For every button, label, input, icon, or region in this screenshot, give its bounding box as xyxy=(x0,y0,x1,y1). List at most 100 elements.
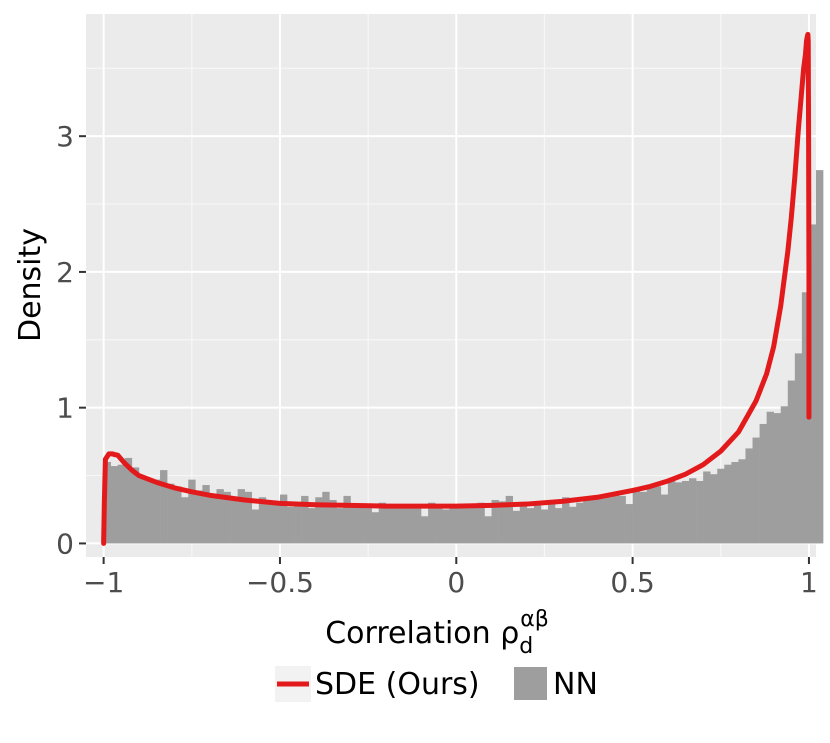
x-tick-label: 0 xyxy=(447,566,465,599)
histogram-bar xyxy=(195,490,203,544)
histogram-bar xyxy=(717,468,725,544)
histogram-bar xyxy=(174,486,182,544)
histogram-bar xyxy=(378,502,387,544)
histogram-bar xyxy=(590,495,598,544)
histogram-bar xyxy=(689,478,697,544)
histogram-bar xyxy=(555,508,563,544)
histogram-bar xyxy=(759,423,767,544)
histogram-bar xyxy=(526,508,535,544)
histogram-bar xyxy=(265,502,274,544)
y-tick-label: 2 xyxy=(56,256,74,289)
x-axis-title-main: Correlation ρ xyxy=(325,616,519,651)
histogram-bar xyxy=(237,489,245,544)
histogram-bar xyxy=(569,506,577,544)
histogram-bar xyxy=(491,499,499,544)
histogram-bar xyxy=(456,506,464,544)
histogram-bar xyxy=(738,459,746,544)
histogram-bar xyxy=(562,497,570,544)
histogram-bar xyxy=(336,508,344,544)
x-axis-title-subscript: d xyxy=(519,634,533,659)
histogram-bar xyxy=(576,502,584,544)
plot-panel xyxy=(86,14,816,557)
histogram-bar xyxy=(731,461,739,544)
histogram-bar xyxy=(653,486,662,544)
histogram-bar xyxy=(780,406,789,544)
histogram-bar xyxy=(773,413,782,544)
histogram-bar xyxy=(667,480,676,544)
x-tick-label: 1 xyxy=(800,566,818,599)
histogram-bar xyxy=(272,502,281,544)
histogram-bar xyxy=(794,353,803,544)
grid-minor xyxy=(86,14,816,557)
histogram-bar xyxy=(611,494,619,544)
histogram-bar xyxy=(124,457,133,544)
x-axis-ticks: −1 −0.5 0 0.5 1 xyxy=(83,557,818,599)
histogram-bar xyxy=(808,224,817,544)
histogram-bar xyxy=(681,480,690,544)
histogram-bar xyxy=(498,501,506,544)
x-tick-label: −1 xyxy=(83,566,124,599)
histogram-bar xyxy=(583,498,591,544)
histogram-bar xyxy=(153,479,161,544)
histogram-bar xyxy=(745,448,753,544)
histogram-bar xyxy=(202,485,210,544)
histogram-bar xyxy=(646,487,655,544)
histogram-bar xyxy=(167,483,175,544)
histogram-bar xyxy=(512,510,521,544)
histogram-bar xyxy=(301,495,309,544)
y-tick-label: 0 xyxy=(56,527,74,560)
histogram-bar xyxy=(117,464,126,544)
histogram-bar xyxy=(294,502,302,544)
histogram-bar xyxy=(660,494,669,544)
histogram-bar xyxy=(315,497,323,544)
histogram-bar xyxy=(322,491,330,544)
y-axis-title: Density xyxy=(13,228,48,342)
histogram-bars xyxy=(103,170,824,544)
histogram-bar xyxy=(244,491,253,544)
legend-label-nn: NN xyxy=(553,667,598,702)
histogram-bar xyxy=(103,461,111,544)
legend-label-sde: SDE (Ours) xyxy=(315,667,480,702)
histogram-bar xyxy=(540,509,549,544)
histogram-bar xyxy=(477,502,485,544)
histogram-bar xyxy=(223,491,231,544)
histogram-bar xyxy=(188,479,196,544)
histogram-bar xyxy=(350,505,358,544)
histogram-bar xyxy=(801,292,810,544)
histogram-bar xyxy=(597,498,605,544)
histogram-bar xyxy=(505,495,514,544)
x-tick-label: −0.5 xyxy=(246,566,314,599)
histogram-bar xyxy=(625,504,633,544)
histogram-bar xyxy=(357,504,365,544)
histogram-bar xyxy=(230,499,238,544)
histogram-bar xyxy=(343,495,351,544)
histogram-bar xyxy=(787,380,796,544)
histogram-bar xyxy=(703,471,711,544)
histogram-bar xyxy=(385,505,394,544)
histogram-bar xyxy=(766,411,774,544)
histogram-bar xyxy=(216,489,224,544)
histogram-bar xyxy=(364,508,372,544)
x-tick-label: 0.5 xyxy=(610,566,655,599)
histogram-bar xyxy=(816,170,824,544)
histogram-bar xyxy=(308,508,316,544)
histogram-bar xyxy=(145,480,154,544)
histogram-bar xyxy=(724,464,732,544)
histogram-bar xyxy=(484,516,492,544)
histogram-bar xyxy=(449,505,457,544)
histogram-bar xyxy=(399,505,408,544)
legend-key-nn xyxy=(514,667,547,700)
histogram-bar xyxy=(547,502,556,544)
histogram-bar xyxy=(258,497,267,544)
sde-line xyxy=(101,31,812,546)
histogram-bar xyxy=(710,474,718,544)
histogram-bar xyxy=(470,504,478,544)
legend: SDE (Ours) NN xyxy=(275,666,598,702)
histogram-bar xyxy=(209,494,217,544)
histogram-bar xyxy=(519,505,528,544)
y-tick-label: 3 xyxy=(56,120,74,153)
histogram-bar xyxy=(674,482,683,544)
histogram-bar xyxy=(421,516,429,544)
histogram-bar xyxy=(752,437,760,544)
